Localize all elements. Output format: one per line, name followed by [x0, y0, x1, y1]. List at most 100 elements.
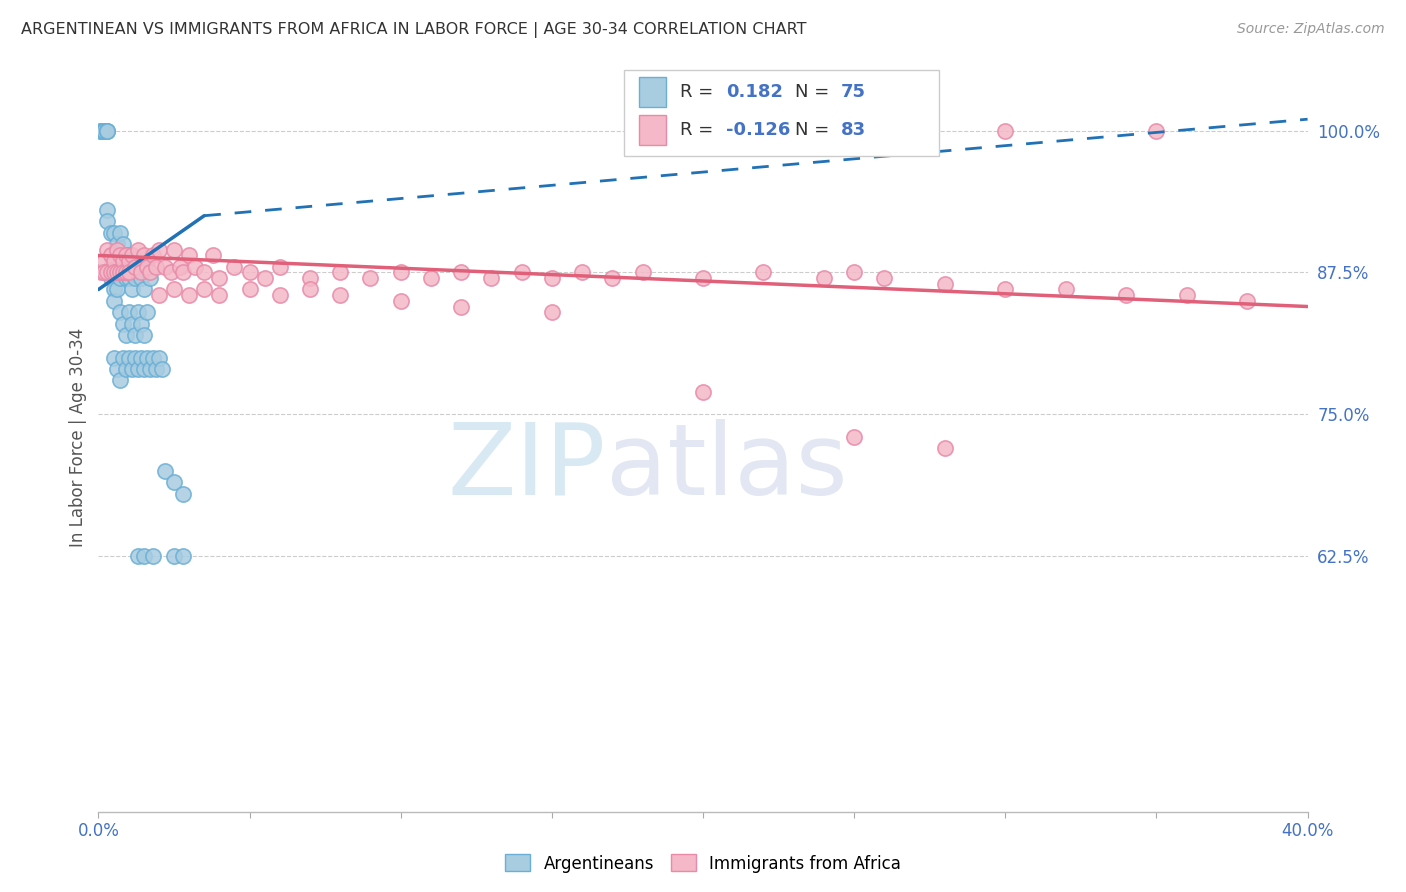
Point — [873, 271, 896, 285]
Point — [142, 248, 165, 262]
Point — [129, 351, 152, 365]
Point — [202, 248, 225, 262]
Point — [1115, 288, 1137, 302]
Point — [184, 260, 207, 274]
Point — [135, 260, 157, 274]
Point — [142, 549, 165, 564]
Point — [96, 123, 118, 137]
Point — [994, 123, 1017, 137]
Point — [631, 265, 654, 279]
Point — [100, 248, 122, 262]
Point — [105, 265, 128, 279]
Point — [100, 248, 122, 262]
Point — [103, 226, 125, 240]
Point — [90, 123, 112, 137]
Point — [124, 351, 146, 365]
Point — [934, 277, 956, 291]
Point — [96, 123, 118, 137]
Point — [934, 442, 956, 456]
Point — [105, 243, 128, 257]
Point — [269, 288, 291, 302]
Text: R =: R = — [681, 121, 718, 139]
Point — [602, 271, 624, 285]
Point — [121, 248, 143, 262]
Text: atlas: atlas — [606, 418, 848, 516]
Point — [139, 271, 162, 285]
Point — [111, 237, 134, 252]
Point — [150, 362, 173, 376]
Text: ZIP: ZIP — [449, 418, 606, 516]
Point — [108, 271, 131, 285]
Point — [148, 243, 170, 257]
Point — [114, 265, 136, 279]
Point — [148, 288, 170, 302]
Point — [269, 260, 291, 274]
Point — [139, 265, 162, 279]
Point — [118, 248, 141, 262]
Point — [105, 362, 128, 376]
Point — [145, 362, 167, 376]
Point — [540, 305, 562, 319]
Y-axis label: In Labor Force | Age 30-34: In Labor Force | Age 30-34 — [69, 327, 87, 547]
Point — [108, 265, 131, 279]
Point — [96, 243, 118, 257]
Point — [224, 260, 246, 274]
Point — [813, 271, 835, 285]
Point — [163, 243, 186, 257]
Point — [121, 317, 143, 331]
Bar — [624, 70, 939, 156]
Point — [114, 248, 136, 262]
Point — [179, 248, 201, 262]
Text: ARGENTINEAN VS IMMIGRANTS FROM AFRICA IN LABOR FORCE | AGE 30-34 CORRELATION CHA: ARGENTINEAN VS IMMIGRANTS FROM AFRICA IN… — [21, 22, 807, 38]
Bar — [638, 78, 665, 107]
Point — [1236, 293, 1258, 308]
Point — [108, 226, 131, 240]
Point — [132, 549, 155, 564]
Point — [193, 283, 215, 297]
Point — [450, 265, 472, 279]
Point — [163, 549, 186, 564]
Point — [90, 123, 112, 137]
Point — [510, 265, 533, 279]
Point — [329, 288, 352, 302]
Point — [111, 317, 134, 331]
Point — [253, 271, 276, 285]
Text: N =: N = — [794, 121, 835, 139]
Point — [114, 362, 136, 376]
Point — [135, 351, 157, 365]
Point — [139, 362, 162, 376]
Point — [127, 243, 149, 257]
Point — [169, 260, 191, 274]
Point — [148, 351, 170, 365]
Point — [239, 283, 262, 297]
Text: R =: R = — [681, 84, 718, 102]
Point — [1054, 283, 1077, 297]
Point — [100, 271, 122, 285]
Point — [96, 214, 118, 228]
Text: N =: N = — [794, 84, 835, 102]
Point — [994, 283, 1017, 297]
Point — [103, 265, 125, 279]
Point — [93, 265, 115, 279]
Point — [127, 362, 149, 376]
Point — [132, 283, 155, 297]
Point — [420, 271, 443, 285]
Point — [124, 327, 146, 342]
Point — [132, 327, 155, 342]
Point — [121, 362, 143, 376]
Point — [127, 260, 149, 274]
Point — [108, 248, 131, 262]
Point — [127, 305, 149, 319]
Point — [153, 260, 176, 274]
Point — [90, 123, 112, 137]
Point — [239, 265, 262, 279]
Point — [108, 248, 131, 262]
Text: 83: 83 — [841, 121, 866, 139]
Point — [135, 305, 157, 319]
Point — [153, 464, 176, 478]
Point — [100, 260, 122, 274]
Bar — [638, 115, 665, 145]
Point — [121, 283, 143, 297]
Point — [121, 260, 143, 274]
Point — [111, 351, 134, 365]
